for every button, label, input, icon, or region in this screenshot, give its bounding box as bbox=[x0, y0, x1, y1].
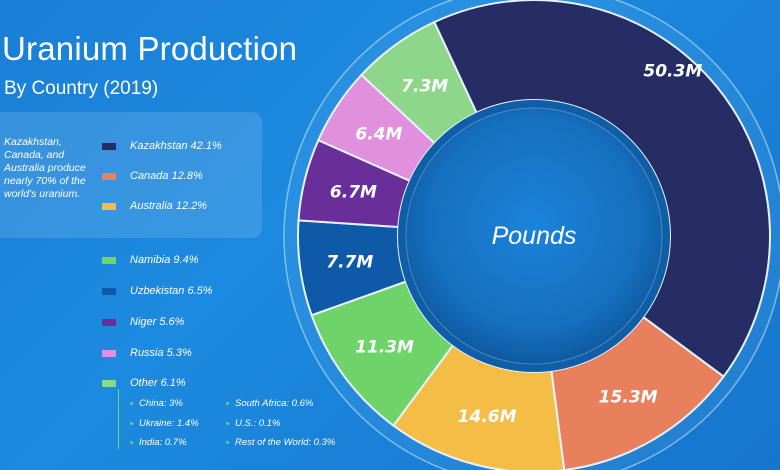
slice-label-russia: 6.4M bbox=[355, 124, 402, 144]
other-breakdown-item-ukraine: Ukraine: 1.4% bbox=[130, 418, 199, 429]
legend-item-niger: Niger 5.6% bbox=[102, 315, 184, 329]
bullet-icon bbox=[226, 441, 229, 444]
other-breakdown-connector bbox=[118, 389, 119, 449]
legend-item-uzbekistan: Uzbekistan 6.5% bbox=[102, 284, 213, 298]
legend-swatch bbox=[102, 379, 116, 387]
legend-item-russia: Russia 5.3% bbox=[102, 346, 192, 360]
legend-swatch bbox=[102, 287, 116, 295]
legend-item-namibia: Namibia 9.4% bbox=[102, 253, 198, 267]
legend-label: Other 6.1% bbox=[130, 377, 186, 389]
other-breakdown-item-rest-of-world: Rest of the World: 0.3% bbox=[226, 437, 335, 448]
other-breakdown-label: Rest of the World: 0.3% bbox=[235, 437, 336, 448]
legend-label: Niger 5.6% bbox=[130, 316, 185, 328]
legend-swatch bbox=[102, 349, 116, 357]
slice-label-niger: 6.7M bbox=[330, 182, 377, 202]
legend-item-other: Other 6.1% bbox=[102, 376, 186, 390]
center-label: Pounds bbox=[492, 222, 577, 250]
bullet-icon bbox=[130, 402, 133, 405]
legend-label: Namibia 9.4% bbox=[130, 254, 199, 266]
other-breakdown-item-us: U.S.: 0.1% bbox=[226, 418, 280, 429]
other-breakdown-label: U.S.: 0.1% bbox=[235, 418, 281, 429]
chart-title: Uranium Production bbox=[2, 30, 298, 67]
other-breakdown-item-india: India: 0.7% bbox=[130, 437, 187, 448]
legend-label: Canada 12.8% bbox=[130, 170, 203, 182]
donut-slices bbox=[297, 0, 771, 470]
legend-label: Australia 12.2% bbox=[130, 200, 208, 212]
legend-swatch bbox=[102, 202, 116, 210]
slice-label-australia: 14.6M bbox=[458, 407, 517, 427]
other-breakdown-item-south-africa: South Africa: 0.6% bbox=[226, 398, 313, 409]
other-breakdown-label: Ukraine: 1.4% bbox=[139, 418, 199, 429]
other-breakdown-label: India: 0.7% bbox=[139, 437, 187, 448]
legend-swatch bbox=[102, 142, 116, 150]
chart-subtitle: By Country (2019) bbox=[4, 78, 159, 99]
other-breakdown-item-china: China: 3% bbox=[130, 398, 183, 409]
legend-swatch bbox=[102, 318, 116, 326]
bullet-icon bbox=[130, 422, 133, 425]
note-text: Kazakhstan, Canada, and Australia produc… bbox=[4, 136, 86, 200]
legend-label: Uzbekistan 6.5% bbox=[130, 285, 213, 297]
legend-item-australia: Australia 12.2% bbox=[102, 199, 207, 213]
bullet-icon bbox=[226, 422, 229, 425]
slice-label-kazakhstan: 50.3M bbox=[643, 61, 702, 81]
slice-label-other: 7.3M bbox=[401, 76, 448, 96]
bullet-icon bbox=[130, 441, 133, 444]
slice-label-uzbekistan: 7.7M bbox=[326, 253, 373, 273]
bullet-icon bbox=[226, 402, 229, 405]
slice-labels: 50.3M 15.3M 14.6M 11.3M 7.7M 6.7M 6.4M 7.3M bbox=[326, 61, 702, 426]
legend-item-kazakhstan: Kazakhstan 42.1% bbox=[102, 139, 222, 153]
other-breakdown-label: South Africa: 0.6% bbox=[235, 398, 314, 409]
legend-label: Kazakhstan 42.1% bbox=[130, 140, 222, 152]
legend-label: Russia 5.3% bbox=[130, 347, 192, 359]
slice-label-namibia: 11.3M bbox=[355, 338, 414, 358]
slice-label-canada: 15.3M bbox=[599, 387, 658, 407]
legend-item-canada: Canada 12.8% bbox=[102, 169, 203, 183]
hub-circle bbox=[405, 107, 663, 365]
legend-swatch bbox=[102, 256, 116, 264]
note-panel bbox=[0, 112, 262, 238]
other-breakdown-label: China: 3% bbox=[139, 398, 183, 409]
legend-swatch bbox=[102, 172, 116, 180]
